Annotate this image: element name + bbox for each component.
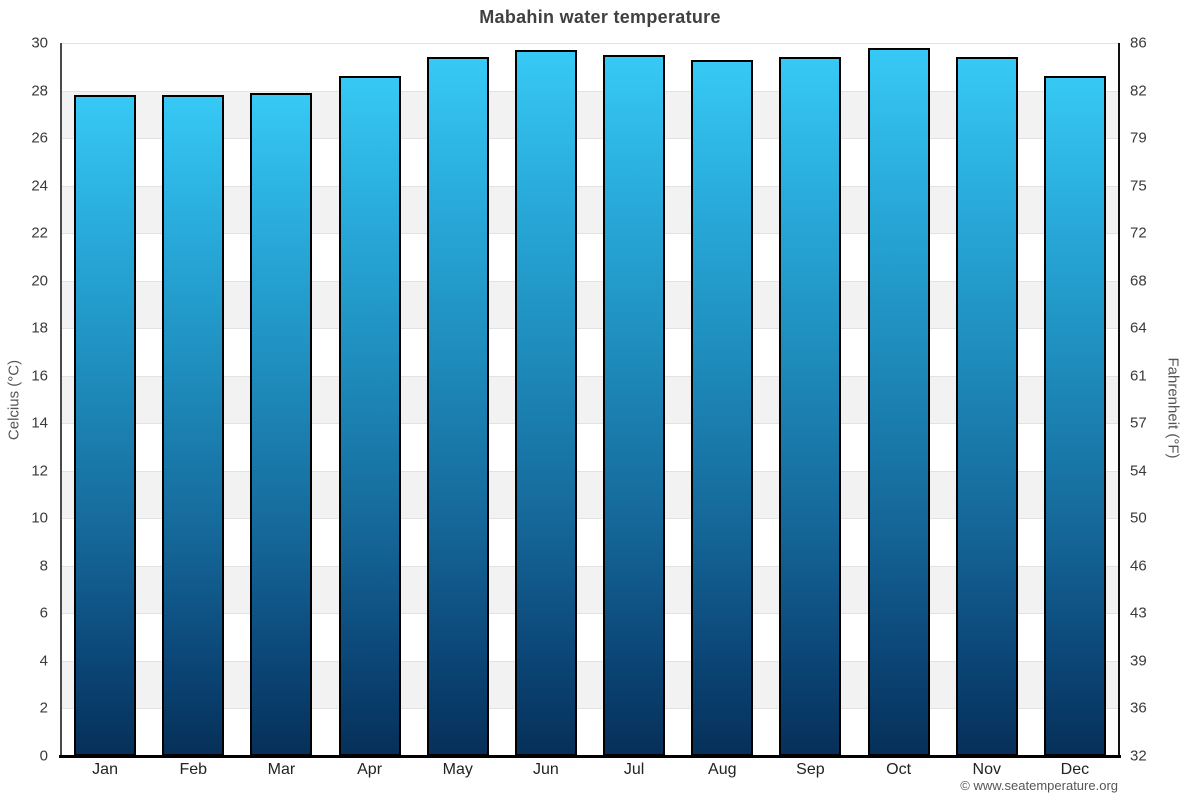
temperature-bar-apr <box>338 76 401 756</box>
gridline <box>61 90 1119 92</box>
x-tick-month-dec: Dec <box>1060 761 1090 778</box>
plot-area <box>61 43 1119 756</box>
gridline <box>61 660 1119 662</box>
grid-band <box>61 43 1119 91</box>
grid-band <box>61 280 1119 329</box>
temperature-bar-aug <box>691 59 754 756</box>
y-tick-fahrenheit: 82 <box>1130 82 1147 100</box>
grid-band <box>61 185 1119 234</box>
y-tick-celsius: 20 <box>31 272 48 290</box>
y-tick-fahrenheit: 61 <box>1130 367 1147 385</box>
y-tick-celsius: 22 <box>31 224 48 242</box>
temperature-bar-oct <box>867 47 930 756</box>
y-tick-celsius: 14 <box>31 414 48 432</box>
temperature-bar-nov <box>955 57 1018 756</box>
y-tick-celsius: 26 <box>31 129 48 147</box>
x-axis-line <box>59 755 1121 758</box>
gridline <box>61 280 1119 282</box>
gridline <box>61 423 1119 425</box>
grid-band <box>61 90 1119 139</box>
x-tick-month-aug: Aug <box>708 761 737 778</box>
y-tick-fahrenheit: 32 <box>1130 747 1147 765</box>
y-tick-fahrenheit: 75 <box>1130 177 1147 195</box>
y-tick-fahrenheit: 57 <box>1130 414 1147 432</box>
grid-band <box>61 423 1119 471</box>
y-tick-fahrenheit: 39 <box>1130 652 1147 670</box>
chart-title: Mabahin water temperature <box>479 7 721 27</box>
grid-band <box>61 375 1119 424</box>
gridline <box>61 185 1119 187</box>
y-tick-fahrenheit: 79 <box>1130 129 1147 147</box>
x-tick-month-apr: Apr <box>357 761 383 778</box>
temperature-bar-jan <box>74 95 137 756</box>
grid-band <box>61 613 1119 661</box>
x-tick-month-feb: Feb <box>179 761 208 778</box>
grid-band <box>61 138 1119 186</box>
grid-band <box>61 565 1119 614</box>
footer-credit: © www.seatemperature.org <box>960 778 1118 793</box>
y-tick-celsius: 28 <box>31 82 48 100</box>
gridline <box>61 470 1119 472</box>
y-axis-title-fahrenheit: Fahrenheit (°F) <box>1164 357 1182 459</box>
temperature-bar-may <box>426 57 489 756</box>
x-tick-month-jul: Jul <box>623 761 645 778</box>
y-tick-fahrenheit: 64 <box>1130 319 1147 337</box>
y-tick-fahrenheit: 86 <box>1130 34 1147 52</box>
gridline <box>61 138 1119 140</box>
y-tick-fahrenheit: 43 <box>1130 604 1147 622</box>
y-tick-fahrenheit: 72 <box>1130 224 1147 242</box>
temperature-bar-sep <box>779 57 842 756</box>
gridline <box>61 43 1119 44</box>
x-tick-month-mar: Mar <box>267 761 296 778</box>
x-tick-month-jun: Jun <box>533 761 559 778</box>
grid-band <box>61 518 1119 566</box>
y-tick-celsius: 12 <box>31 462 48 480</box>
gridline <box>61 233 1119 235</box>
y-tick-fahrenheit: 54 <box>1130 462 1147 480</box>
grid-band <box>61 233 1119 281</box>
temperature-bar-dec <box>1043 76 1106 756</box>
gridline <box>61 565 1119 567</box>
grid-band <box>61 708 1119 756</box>
grid-band <box>61 328 1119 376</box>
y-axis-line-right <box>1118 43 1120 756</box>
temperature-bar-jun <box>514 50 577 756</box>
y-tick-celsius: 24 <box>31 177 48 195</box>
y-axis-line-left <box>60 43 62 756</box>
temperature-bar-jul <box>603 54 666 756</box>
y-tick-celsius: 6 <box>39 604 48 622</box>
y-axis-title-celsius: Celcius (°C) <box>5 359 23 441</box>
y-tick-celsius: 8 <box>39 557 48 575</box>
x-tick-month-oct: Oct <box>886 761 912 778</box>
y-tick-celsius: 4 <box>39 652 48 670</box>
gridline <box>61 708 1119 710</box>
y-tick-celsius: 0 <box>39 747 48 765</box>
gridline <box>61 613 1119 615</box>
y-tick-fahrenheit: 68 <box>1130 272 1147 290</box>
grid-band <box>61 660 1119 709</box>
x-tick-month-may: May <box>442 761 473 778</box>
x-tick-month-sep: Sep <box>796 761 825 778</box>
x-tick-month-nov: Nov <box>972 761 1001 778</box>
x-tick-month-jan: Jan <box>92 761 118 778</box>
grid-band <box>61 470 1119 519</box>
y-tick-celsius: 30 <box>31 34 48 52</box>
y-tick-fahrenheit: 46 <box>1130 557 1147 575</box>
temperature-bar-mar <box>250 92 313 756</box>
y-tick-celsius: 16 <box>31 367 48 385</box>
y-tick-fahrenheit: 36 <box>1130 699 1147 717</box>
y-tick-celsius: 10 <box>31 509 48 527</box>
y-tick-fahrenheit: 50 <box>1130 509 1147 527</box>
gridline <box>61 518 1119 520</box>
y-tick-celsius: 18 <box>31 319 48 337</box>
gridline <box>61 328 1119 330</box>
gridline <box>61 375 1119 377</box>
temperature-bar-feb <box>162 95 225 756</box>
y-tick-celsius: 2 <box>39 699 48 717</box>
